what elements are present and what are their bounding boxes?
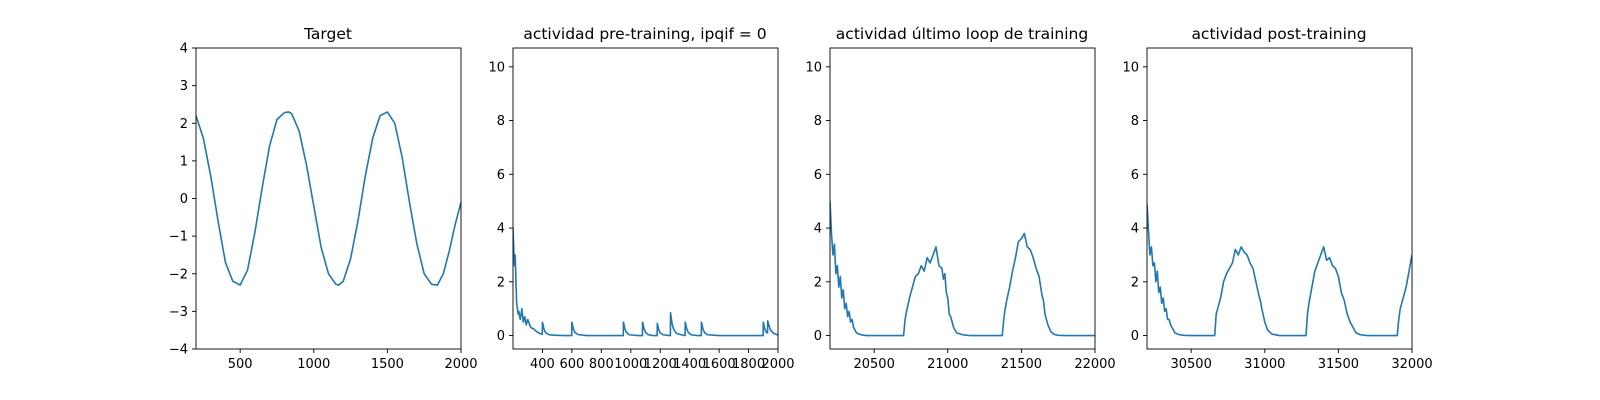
x-tick-label: 31500: [1318, 357, 1359, 372]
y-tick-label: 4: [497, 222, 505, 237]
x-tick-label: 1200: [644, 357, 677, 372]
x-tick-label: 500: [228, 357, 253, 372]
series-line: [513, 228, 778, 337]
chart-title: Target: [303, 25, 352, 43]
y-tick-label: 8: [497, 114, 505, 129]
y-tick-label: 0: [180, 192, 188, 207]
x-tick-label: 21000: [927, 357, 968, 372]
y-tick-label: 2: [180, 117, 188, 132]
chart-pre-training: actividad pre-training, ipqif = 0 400 600…: [488, 25, 794, 372]
x-tick-label: 32000: [1391, 357, 1432, 372]
y-tick-label: 2: [814, 275, 822, 290]
y-tick-label: 0: [814, 329, 822, 344]
x-tick-label: 1000: [614, 357, 647, 372]
y-tick-label: 4: [814, 222, 822, 237]
y-tick-label: 10: [805, 60, 822, 75]
chart-title: actividad pre-training, ipqif = 0: [523, 25, 766, 43]
x-tick-label: 2000: [444, 357, 477, 372]
x-tick-label: 30500: [1170, 357, 1211, 372]
x-tick-label: 1400: [673, 357, 706, 372]
chart-post-training: actividad post-training 30500 31000 31500 3…: [1122, 25, 1432, 372]
y-tick-label: 8: [814, 114, 822, 129]
series-line: [830, 201, 1095, 337]
x-tick-label: 800: [589, 357, 614, 372]
x-tick-label: 21500: [1001, 357, 1042, 372]
y-tick-label: −1: [169, 230, 188, 245]
y-tick-label: 0: [1131, 329, 1139, 344]
x-tick-label: 31000: [1244, 357, 1285, 372]
y-tick-label: 2: [497, 275, 505, 290]
axes-frame: [829, 47, 1096, 350]
y-tick-label: 8: [1131, 114, 1139, 129]
x-tick-label: 600: [559, 357, 584, 372]
y-tick-label: 0: [497, 329, 505, 344]
series-line: [1147, 203, 1412, 337]
y-tick-label: 2: [1131, 275, 1139, 290]
x-tick-label: 1000: [297, 357, 330, 372]
x-tick-label: 1500: [371, 357, 404, 372]
y-tick-label: −3: [169, 305, 188, 320]
y-tick-label: 6: [1131, 168, 1139, 183]
chart-title: actividad post-training: [1191, 25, 1366, 43]
x-tick-label: 22000: [1074, 357, 1115, 372]
y-tick-label: 4: [180, 42, 188, 57]
chart-last-training-loop: actividad último loop de training 20500 2…: [805, 25, 1115, 372]
x-tick-label: 400: [530, 357, 555, 372]
x-tick-label: 1800: [732, 357, 765, 372]
y-tick-label: 4: [1131, 222, 1139, 237]
y-tick-label: 1: [180, 154, 188, 169]
axes-frame: [512, 47, 779, 350]
y-tick-label: 3: [180, 79, 188, 94]
y-tick-label: 10: [488, 60, 505, 75]
y-tick-label: 6: [814, 168, 822, 183]
y-tick-label: 10: [1122, 60, 1139, 75]
x-tick-label: 2000: [761, 357, 794, 372]
y-tick-label: −2: [169, 267, 188, 282]
series-line: [196, 111, 461, 286]
x-tick-label: 1600: [703, 357, 736, 372]
y-tick-label: −4: [169, 343, 188, 358]
chart-title: actividad último loop de training: [836, 25, 1088, 43]
y-tick-label: 6: [497, 168, 505, 183]
axes-frame: [1146, 47, 1413, 350]
x-tick-label: 20500: [853, 357, 894, 372]
chart-target: Target 500 1000 1500 2000 −4 −3 −2 −1 0 1 2 3 4: [169, 25, 478, 372]
